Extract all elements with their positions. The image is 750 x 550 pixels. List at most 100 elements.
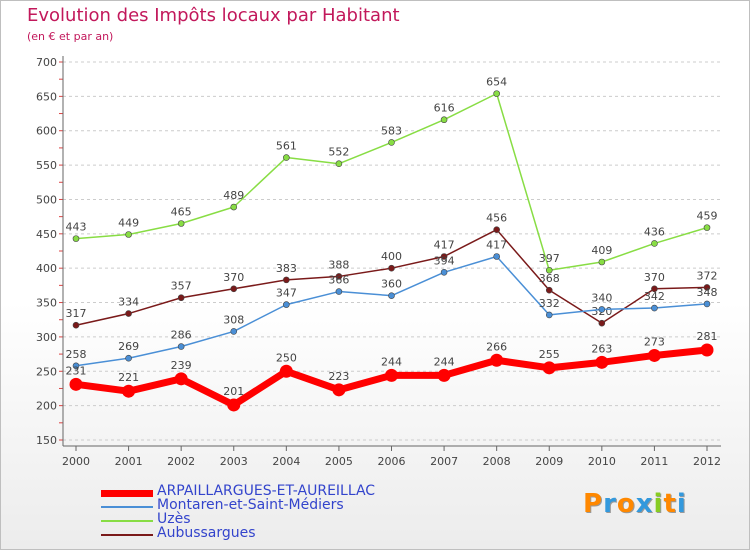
data-point (493, 226, 500, 233)
data-point (227, 398, 241, 412)
legend-swatch (101, 534, 153, 536)
chart-subtitle: (en € et par an) (27, 30, 114, 43)
data-point (598, 306, 606, 313)
data-label: 223 (328, 370, 349, 383)
data-point (493, 90, 500, 97)
data-point (335, 288, 343, 295)
data-point (177, 220, 185, 227)
data-point (125, 354, 132, 362)
data-point (122, 384, 136, 398)
x-tick-label: 2005 (325, 455, 353, 468)
data-label: 443 (66, 221, 87, 234)
data-label: 561 (276, 140, 297, 153)
x-tick-label: 2004 (272, 455, 300, 468)
data-label: 342 (644, 290, 665, 303)
data-point (72, 321, 80, 329)
legend-label: ARPAILLARGUES-ET-AUREILLAC (157, 483, 376, 499)
data-label: 250 (276, 351, 297, 364)
y-tick-label: 350 (36, 297, 57, 310)
data-point (703, 224, 711, 231)
logo-letter: x (635, 489, 654, 519)
data-label: 332 (539, 297, 560, 310)
data-point (598, 319, 606, 327)
data-point (651, 285, 658, 293)
x-tick-label: 2000 (62, 455, 90, 468)
data-point (230, 203, 238, 211)
data-point (440, 269, 448, 276)
data-point (385, 368, 398, 382)
data-label: 317 (66, 307, 87, 320)
data-label: 258 (66, 348, 87, 361)
data-label: 347 (276, 287, 297, 300)
data-label: 417 (434, 238, 455, 251)
data-point (388, 139, 395, 146)
logo-letter: o (616, 489, 636, 519)
logo-letter: i (676, 489, 687, 519)
data-point (177, 343, 185, 350)
x-tick-label: 2007 (430, 455, 458, 468)
legend-swatch (101, 520, 153, 522)
proxiti-logo: Proxiti (583, 489, 687, 519)
data-label: 357 (171, 280, 192, 293)
data-label: 449 (118, 217, 139, 230)
data-point (230, 285, 238, 293)
legend-swatch (101, 489, 153, 497)
data-label: 360 (381, 278, 402, 291)
data-point (335, 160, 343, 168)
data-point (703, 284, 711, 291)
legend-swatch (101, 506, 153, 508)
data-point (490, 353, 504, 367)
data-label: 654 (486, 76, 507, 89)
data-label: 370 (644, 271, 665, 284)
data-label: 465 (171, 206, 192, 219)
data-point (703, 300, 711, 308)
data-label: 366 (328, 274, 349, 287)
y-tick-label: 250 (36, 365, 57, 378)
data-label: 281 (697, 330, 718, 343)
y-tick-label: 200 (36, 400, 57, 413)
data-label: 409 (591, 244, 612, 257)
data-label: 616 (434, 102, 455, 115)
data-label: 244 (434, 355, 455, 368)
x-tick-label: 2009 (535, 455, 563, 468)
data-label: 266 (486, 340, 507, 353)
data-label: 231 (66, 364, 87, 377)
x-tick-label: 2003 (220, 455, 248, 468)
data-point (283, 154, 290, 161)
y-tick-label: 450 (36, 228, 57, 241)
data-point (598, 258, 606, 266)
data-label: 383 (276, 262, 297, 275)
data-label: 459 (697, 210, 718, 223)
data-point (283, 301, 290, 308)
y-tick-label: 650 (36, 90, 57, 103)
data-point (647, 348, 661, 362)
data-point (283, 276, 290, 284)
logo-letter: r (603, 489, 617, 519)
legend-label: Uzès (157, 511, 191, 527)
data-point (125, 231, 132, 238)
data-label: 263 (591, 342, 612, 355)
data-label: 370 (223, 271, 244, 284)
data-point (493, 253, 500, 260)
data-label: 583 (381, 124, 402, 137)
data-label: 244 (381, 355, 402, 368)
logo-letter: t (663, 489, 677, 519)
y-tick-label: 300 (36, 331, 57, 344)
data-point (335, 273, 343, 280)
data-label: 273 (644, 335, 665, 348)
series-line-uz-s (75, 92, 708, 271)
data-point (72, 235, 80, 242)
legend-label: Aubussargues (157, 525, 256, 541)
data-point (437, 368, 451, 382)
x-tick-label: 2002 (167, 455, 195, 468)
data-label: 348 (697, 286, 718, 299)
data-label: 400 (381, 250, 402, 263)
x-tick-label: 2011 (640, 455, 668, 468)
y-tick-label: 550 (36, 159, 57, 172)
data-point (279, 364, 293, 378)
series-line-montaren-et-saint-m-diers (75, 255, 708, 367)
data-point (651, 240, 658, 247)
data-label: 417 (486, 238, 507, 251)
data-label: 201 (223, 385, 244, 398)
